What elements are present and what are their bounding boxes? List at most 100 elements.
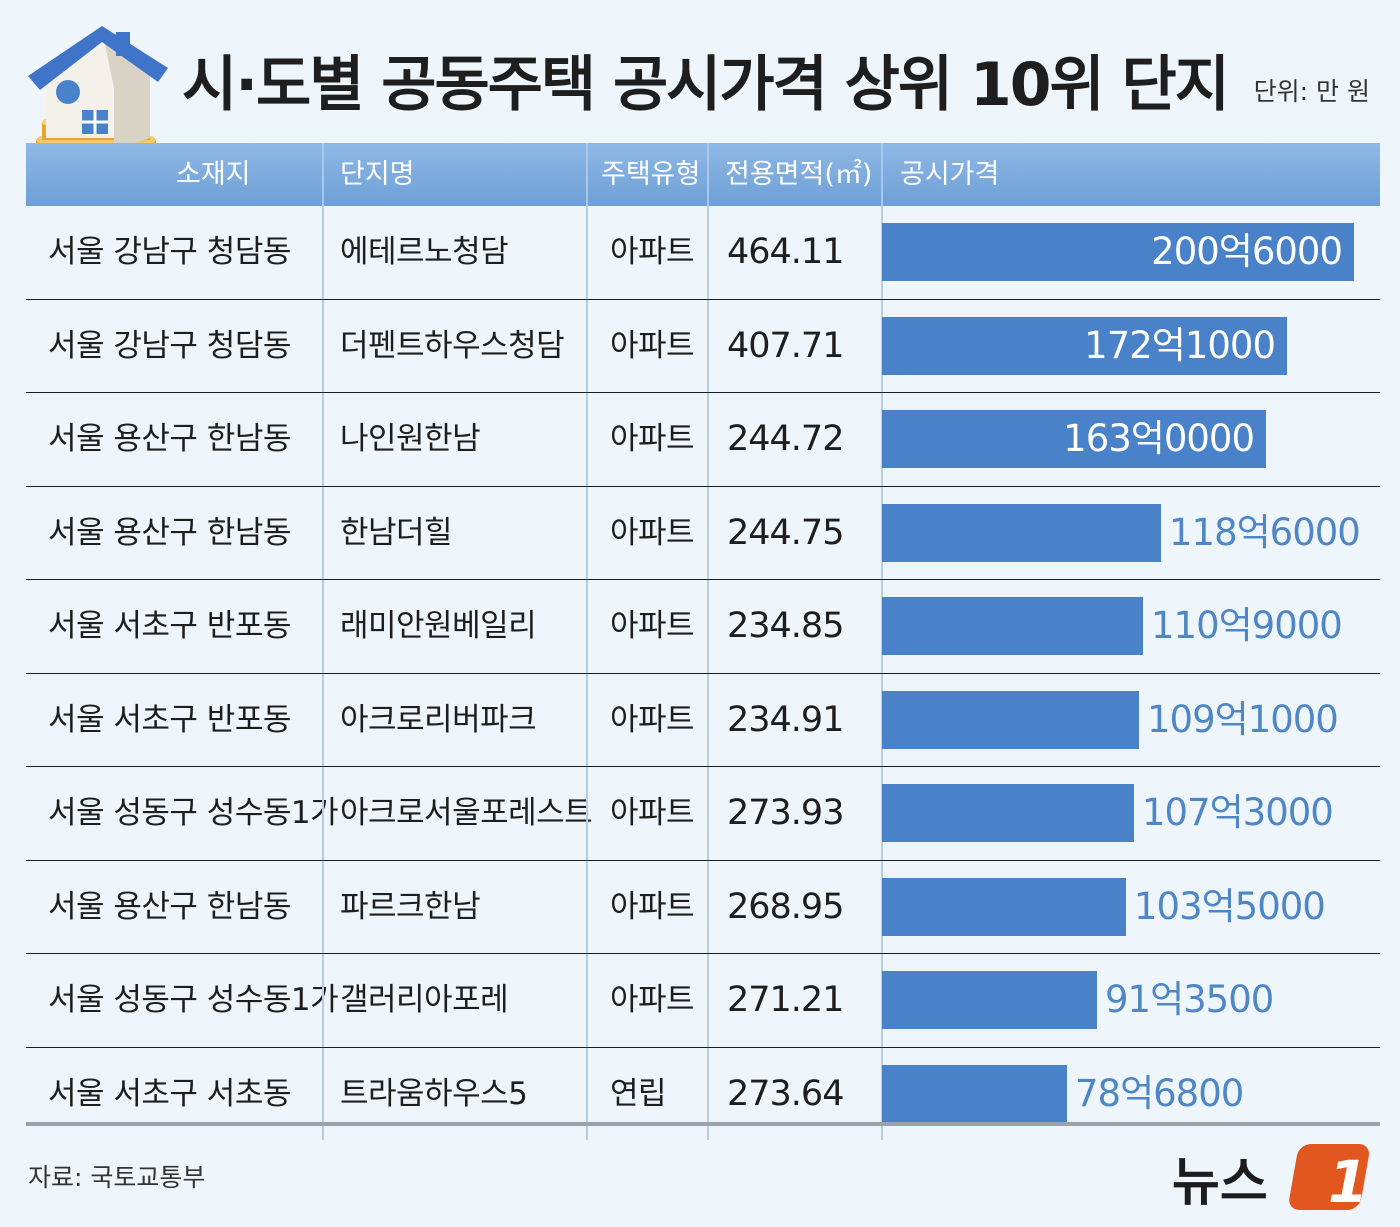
column-divider <box>586 486 588 579</box>
cell-area: 234.85 <box>727 606 844 646</box>
cell-location: 서울 강남구 청담동 <box>48 234 291 270</box>
table-row: 서울 강남구 청담동 에테르노청담 아파트 464.11 200억6000 <box>26 206 1380 300</box>
column-divider <box>586 954 588 1047</box>
column-divider <box>322 767 324 860</box>
column-divider <box>322 486 324 579</box>
cell-type: 아파트 <box>610 608 695 644</box>
brand-text: 뉴스 <box>1172 1153 1268 1213</box>
price-bar <box>882 410 1266 468</box>
column-divider <box>586 580 588 673</box>
cell-location: 서울 강남구 청담동 <box>48 327 291 364</box>
column-divider <box>707 580 709 673</box>
column-divider <box>586 1047 588 1140</box>
price-bar <box>882 971 1097 1029</box>
cell-location: 서울 서초구 서초동 <box>48 1075 291 1112</box>
unit-label: 단위: 만 원 <box>1253 77 1370 106</box>
cell-location: 서울 성동구 성수동1가 <box>48 982 339 1018</box>
price-label: 118억6000 <box>1169 510 1361 554</box>
table-row: 서울 서초구 반포동 아크로리버파크 아파트 234.91 109억1000 <box>26 673 1380 767</box>
price-label: 110억9000 <box>1151 604 1343 647</box>
column-divider <box>707 767 709 860</box>
cell-type: 아파트 <box>610 982 695 1018</box>
price-label: 103억5000 <box>1134 884 1326 928</box>
table-row: 서울 용산구 한남동 파르크한남 아파트 268.95 103억5000 <box>26 860 1380 954</box>
table-row: 서울 서초구 서초동 트라움하우스5 연립 273.64 78억6800 <box>26 1047 1380 1140</box>
table-row: 서울 서초구 반포동 래미안원베일리 아파트 234.85 110억9000 <box>26 580 1380 674</box>
column-divider <box>322 860 324 953</box>
cell-type: 아파트 <box>610 234 695 270</box>
price-bar <box>882 223 1354 281</box>
table-row: 서울 용산구 한남동 한남더힐 아파트 244.75 118억6000 <box>26 486 1380 580</box>
column-divider <box>707 299 709 392</box>
header-complex: 단지명 <box>340 159 415 190</box>
cell-area: 271.21 <box>727 980 844 1020</box>
column-divider <box>322 673 324 766</box>
cell-complex: 더펜트하우스청담 <box>340 327 565 364</box>
price-bar <box>882 597 1143 655</box>
cell-complex: 한남더힐 <box>340 514 453 551</box>
source-label: 자료: 국토교통부 <box>28 1163 206 1192</box>
price-label: 107억3000 <box>1142 791 1334 834</box>
cell-area: 244.72 <box>727 419 844 459</box>
cell-area: 407.71 <box>727 325 844 366</box>
price-label: 163억0000 <box>1063 417 1255 460</box>
brand-mark: 1 <box>1328 1148 1368 1216</box>
cell-type: 아파트 <box>610 701 695 738</box>
price-bar <box>882 690 1139 749</box>
price-label: 200억6000 <box>1151 230 1343 273</box>
column-divider <box>881 143 883 206</box>
cell-complex: 아크로리버파크 <box>340 701 537 738</box>
column-divider <box>322 206 324 299</box>
cell-area: 273.64 <box>727 1073 844 1114</box>
cell-complex: 트라움하우스5 <box>340 1075 528 1112</box>
column-divider <box>707 954 709 1047</box>
column-divider <box>322 143 324 206</box>
table-row: 서울 성동구 성수동1가 아크로서울포레스트 아파트 273.93 107억3000 <box>26 767 1380 861</box>
cell-complex: 에테르노청담 <box>340 234 509 270</box>
cell-complex: 파르크한남 <box>340 888 481 925</box>
column-divider <box>707 143 709 206</box>
column-divider <box>586 860 588 953</box>
header-price: 공시가격 <box>900 159 1000 190</box>
column-divider <box>322 954 324 1047</box>
price-label: 78억6800 <box>1075 1071 1244 1115</box>
column-divider <box>322 580 324 673</box>
price-label: 91억3500 <box>1105 978 1274 1021</box>
cell-type: 아파트 <box>610 421 695 457</box>
cell-location: 서울 서초구 반포동 <box>48 608 291 644</box>
price-bar <box>882 784 1134 842</box>
price-table: 소재지 단지명 주택유형 전용면적(㎡) 공시가격 서울 강남구 청담동 에테르노… <box>26 143 1380 1140</box>
price-label: 172억1000 <box>1084 323 1276 367</box>
column-divider <box>586 673 588 766</box>
table-row: 서울 용산구 한남동 나인원한남 아파트 244.72 163억0000 <box>26 393 1380 487</box>
cell-area: 244.75 <box>727 512 844 553</box>
table-header: 소재지 단지명 주택유형 전용면적(㎡) 공시가격 <box>26 143 1380 206</box>
column-divider <box>707 1047 709 1140</box>
table-row: 서울 강남구 청담동 더펜트하우스청담 아파트 407.71 172억1000 <box>26 299 1380 393</box>
price-bar <box>882 877 1126 936</box>
table-body: 서울 강남구 청담동 에테르노청담 아파트 464.11 200억6000 서울 강남구 … <box>26 206 1380 1140</box>
cell-location: 서울 성동구 성수동1가 <box>48 795 339 831</box>
price-bar <box>882 503 1161 562</box>
column-divider <box>707 206 709 299</box>
column-divider <box>586 767 588 860</box>
column-divider <box>586 206 588 299</box>
cell-area: 273.93 <box>727 793 844 833</box>
cell-location: 서울 용산구 한남동 <box>48 421 291 457</box>
cell-type: 아파트 <box>610 514 695 551</box>
bottom-rule <box>26 1122 1380 1126</box>
table-row: 서울 성동구 성수동1가 갤러리아포레 아파트 271.21 91억3500 <box>26 954 1380 1048</box>
cell-type: 아파트 <box>610 888 695 925</box>
column-divider <box>707 860 709 953</box>
price-bar <box>882 316 1287 375</box>
cell-type: 아파트 <box>610 795 695 831</box>
cell-type: 연립 <box>610 1075 667 1112</box>
cell-location: 서울 서초구 반포동 <box>48 701 291 738</box>
header-type: 주택유형 <box>601 159 701 190</box>
column-divider <box>586 299 588 392</box>
column-divider <box>322 393 324 486</box>
chart-title: 시·도별 공동주택 공시가격 상위 10위 단지 <box>182 50 1230 120</box>
column-divider <box>322 1047 324 1140</box>
column-divider <box>707 393 709 486</box>
cell-area: 268.95 <box>727 886 844 927</box>
